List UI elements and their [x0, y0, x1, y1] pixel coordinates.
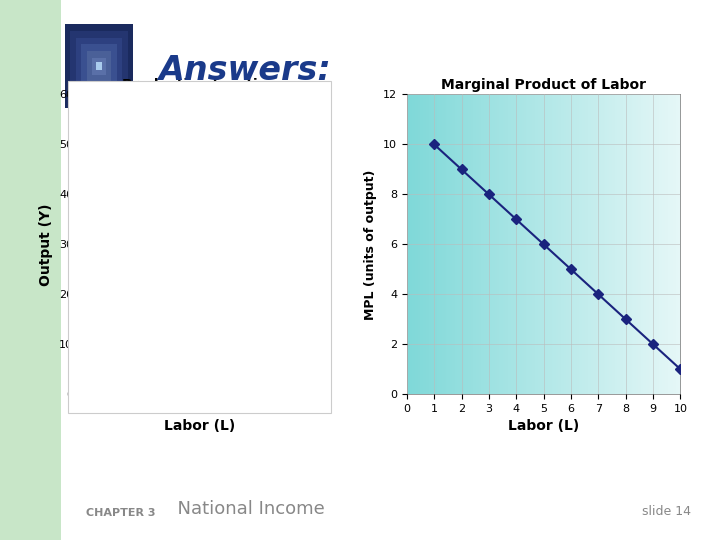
Bar [76, 38, 122, 94]
Bar [81, 44, 117, 88]
Y-axis label: MPL (units of output): MPL (units of output) [364, 169, 377, 320]
Y-axis label: Output (Y): Output (Y) [40, 203, 53, 286]
Text: National Income: National Income [166, 501, 324, 518]
Text: slide 14: slide 14 [642, 505, 691, 518]
Bar [96, 62, 102, 70]
Text: CHAPTER 3: CHAPTER 3 [86, 508, 156, 518]
Title: Marginal Product of Labor: Marginal Product of Labor [441, 78, 646, 92]
Bar [86, 51, 112, 81]
Bar [71, 31, 127, 102]
X-axis label: Labor (L): Labor (L) [164, 420, 235, 434]
Bar [92, 58, 106, 75]
Title: Production function: Production function [122, 78, 277, 92]
X-axis label: Labor (L): Labor (L) [508, 420, 579, 434]
Text: Answers:: Answers: [158, 54, 331, 87]
